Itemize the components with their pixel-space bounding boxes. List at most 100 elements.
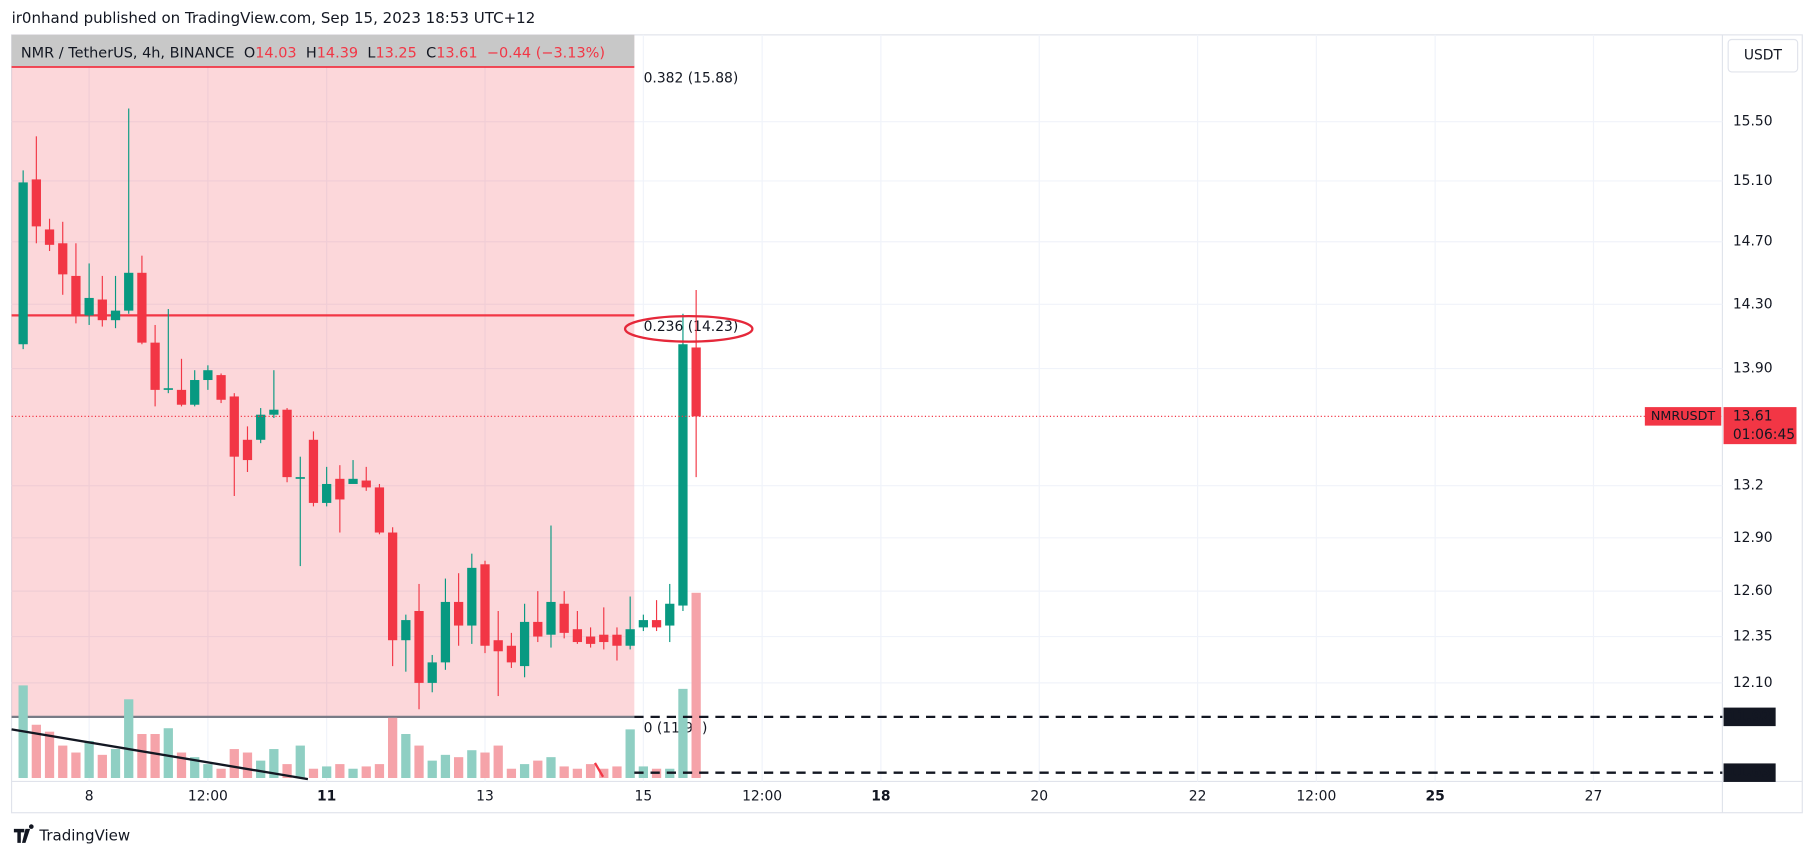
symbol-tag-label: NMRUSDT xyxy=(1651,409,1716,424)
volume-bar xyxy=(401,734,411,778)
fib-label: 0 (11.92) xyxy=(644,720,708,736)
x-tick-label: 12:00 xyxy=(1296,789,1336,805)
candle-body xyxy=(546,601,556,635)
volume-bar xyxy=(388,717,398,778)
candle-body xyxy=(203,370,213,381)
overlays: 11.92 11.63 NMRUSDT 13.61 01:06:45 NMR / Teth… xyxy=(11,34,1797,782)
candle-body xyxy=(150,342,160,390)
volume-bar xyxy=(506,768,517,778)
price-tag-label: 11.63 xyxy=(1727,765,1771,781)
volume-bar xyxy=(229,749,239,778)
price-tag xyxy=(1723,763,1776,782)
candle-body xyxy=(691,347,701,417)
price-tag-label: 11.92 xyxy=(1727,709,1771,725)
volume-bar xyxy=(322,766,332,778)
volume-bar xyxy=(31,724,41,778)
candle-body xyxy=(467,567,477,626)
x-tick-label: 13 xyxy=(476,789,494,805)
candle-body xyxy=(256,414,266,440)
volume-bar xyxy=(97,754,107,778)
candle-body xyxy=(493,640,503,652)
volume-bar xyxy=(190,757,200,778)
candle-body xyxy=(97,299,107,321)
volume-bar xyxy=(625,729,635,778)
volume-bar xyxy=(361,766,371,778)
candle-body xyxy=(401,620,411,641)
currency-button[interactable] xyxy=(1727,38,1799,73)
currency[interactable]: USDT xyxy=(1744,48,1783,64)
candle-body xyxy=(651,620,662,628)
countdown-label: 01:06:45 xyxy=(1733,427,1795,443)
candle-body xyxy=(190,380,200,405)
candle-body xyxy=(480,564,490,646)
candle-body xyxy=(163,388,173,390)
volume-bar xyxy=(335,764,345,778)
volume-bar xyxy=(691,592,701,778)
volume-bar xyxy=(216,768,226,778)
trend-line-small xyxy=(593,762,605,778)
volume-bar xyxy=(572,768,583,778)
candle-body xyxy=(84,297,94,316)
volume-bar xyxy=(282,764,292,778)
candle-body xyxy=(229,396,239,457)
volume-bar xyxy=(203,764,213,778)
candle-body xyxy=(453,601,464,626)
logo: TradingView xyxy=(13,824,130,844)
volume-bar xyxy=(440,754,451,778)
volume-bar xyxy=(467,750,477,778)
candle-body xyxy=(506,645,517,663)
volume-bar xyxy=(599,768,609,778)
x-tick-label: 25 xyxy=(1425,789,1444,805)
x-tick-label: 27 xyxy=(1585,789,1603,805)
legend-bg xyxy=(11,34,635,67)
x-tick-label: 15 xyxy=(635,789,653,805)
logo-text: TradingView xyxy=(38,826,130,844)
candle-body xyxy=(388,532,398,641)
volume-bar xyxy=(137,734,147,778)
last-price-tag xyxy=(1723,407,1797,445)
attribution: ir0nhand published on TradingView.com, S… xyxy=(12,9,536,27)
candle-body xyxy=(519,621,530,667)
fib-label: 0.382 (15.88) xyxy=(644,70,739,86)
volume-bar xyxy=(453,757,464,778)
candle-body xyxy=(612,634,622,646)
volume-bar xyxy=(374,764,385,778)
legend-item: −0.44 (−3.13%) xyxy=(487,45,605,61)
legend-item: C xyxy=(426,45,436,61)
candle-body xyxy=(638,620,648,628)
legend-item: H xyxy=(306,45,317,61)
candle-body xyxy=(282,409,292,478)
legend-item: 14.03 xyxy=(255,45,296,61)
candle-body xyxy=(625,629,635,646)
candle-body xyxy=(31,179,41,227)
candle-body xyxy=(216,375,226,400)
candle-body xyxy=(599,634,609,643)
y-tick-label: 15.10 xyxy=(1733,173,1773,189)
x-tick-label: 20 xyxy=(1030,789,1048,805)
x-tick-label: 11 xyxy=(317,789,336,805)
y-tick-label: 12.10 xyxy=(1733,675,1773,691)
candle-body xyxy=(295,477,305,479)
candle-body xyxy=(361,480,371,488)
volume-bar xyxy=(256,760,266,778)
hand-ellipse xyxy=(623,314,754,343)
volume-bar xyxy=(585,764,596,778)
candle-body xyxy=(533,621,543,637)
volume-bar xyxy=(295,745,305,778)
x-tick-label: 12:00 xyxy=(742,789,782,805)
price-tag xyxy=(1723,707,1776,727)
candle-body xyxy=(559,603,569,633)
candle-body xyxy=(572,629,583,643)
fib-zone: 0.382 (15.88) 0.236 (14.23) 0 (11.92) xyxy=(11,34,739,736)
x-tick-label: 12:00 xyxy=(188,789,228,805)
candle-body xyxy=(374,487,385,533)
y-tick-label: 13.2 xyxy=(1733,478,1764,494)
candle-body xyxy=(308,439,319,503)
candle-body xyxy=(71,275,81,316)
y-tick-label: 14.30 xyxy=(1733,296,1773,312)
candle-body xyxy=(110,310,121,321)
candle-body xyxy=(335,478,345,500)
frame xyxy=(10,34,1803,814)
candle-body xyxy=(414,610,424,683)
